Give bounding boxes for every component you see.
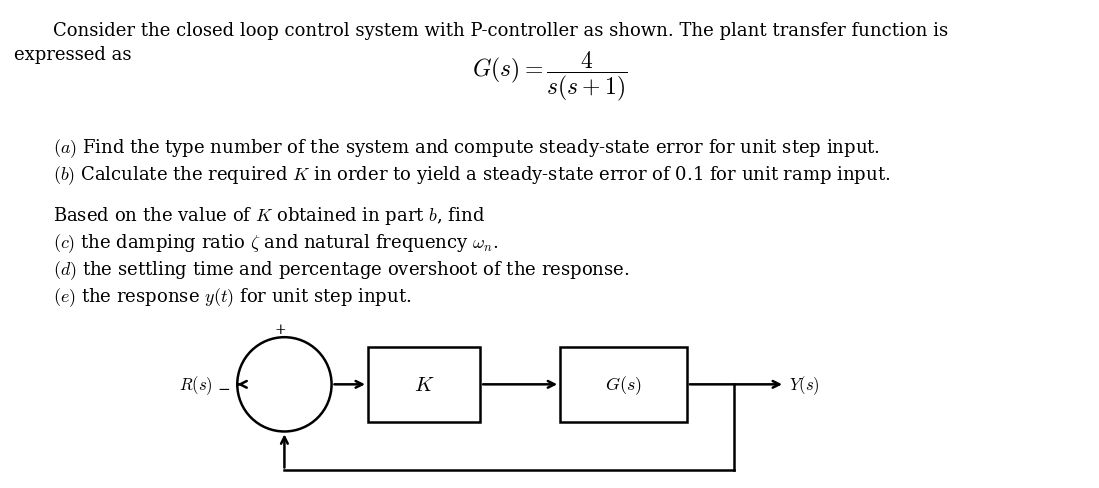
Text: $(c)$ the damping ratio $\zeta$ and natural frequency $\omega_n$.: $(c)$ the damping ratio $\zeta$ and natu…: [53, 232, 498, 254]
Text: Based on the value of $K$ obtained in part $b$, find: Based on the value of $K$ obtained in pa…: [53, 205, 485, 227]
Text: $K$: $K$: [414, 375, 434, 394]
Text: $(a)$ Find the type number of the system and compute steady-state error for unit: $(a)$ Find the type number of the system…: [53, 137, 880, 159]
Bar: [368, 347, 480, 422]
Text: $(e)$ the response $y(t)$ for unit step input.: $(e)$ the response $y(t)$ for unit step …: [53, 285, 411, 308]
Text: +: +: [275, 322, 287, 336]
Text: $Y(s)$: $Y(s)$: [789, 373, 820, 396]
Text: $R(s)$: $R(s)$: [179, 373, 213, 396]
Bar: [560, 347, 687, 422]
Text: Consider the closed loop control system with P-controller as shown. The plant tr: Consider the closed loop control system …: [53, 22, 947, 40]
Text: $G(s)$: $G(s)$: [606, 373, 642, 396]
Text: $G(s) = \dfrac{4}{s(s+1)}$: $G(s) = \dfrac{4}{s(s+1)}$: [471, 49, 628, 102]
Text: −: −: [218, 382, 230, 396]
Text: expressed as: expressed as: [14, 46, 132, 64]
Text: $(d)$ the settling time and percentage overshoot of the response.: $(d)$ the settling time and percentage o…: [53, 259, 630, 281]
Text: $(b)$ Calculate the required $K$ in order to yield a steady-state error of 0.1 f: $(b)$ Calculate the required $K$ in orde…: [53, 163, 890, 186]
